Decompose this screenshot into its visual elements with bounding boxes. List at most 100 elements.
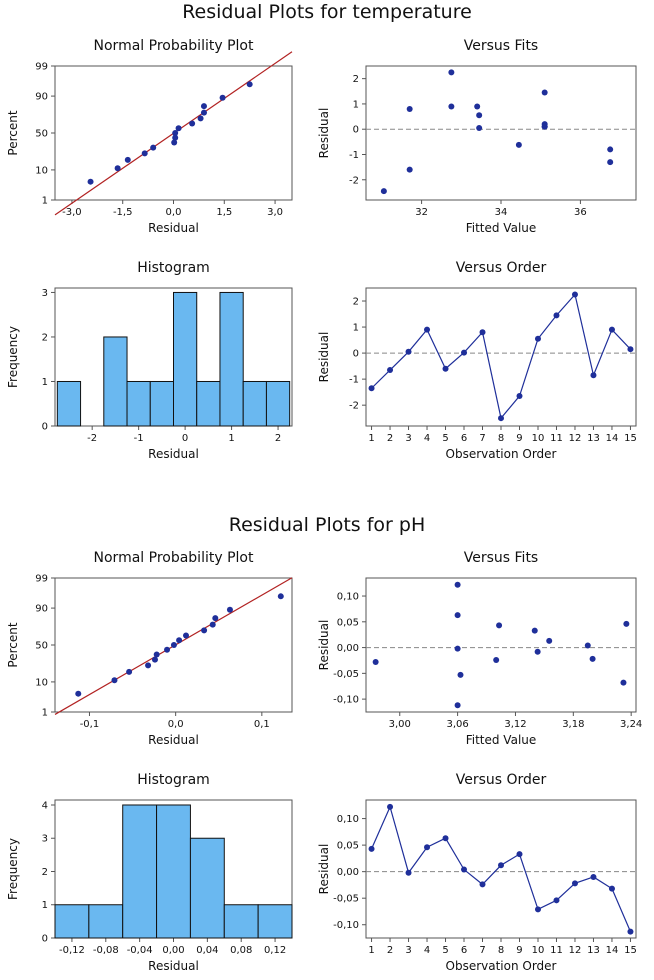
versus-order-ph-point <box>387 803 394 810</box>
histogram-ph-ytick-label: 3 <box>42 834 48 845</box>
versus-order-ph-title: Versus Order <box>456 772 547 788</box>
versus-order-temp-xtick-label: 8 <box>498 433 504 444</box>
versus-order-ph-xtick-label: 8 <box>498 945 504 956</box>
versus-fits-ph-ytick-label: 0,10 <box>337 592 359 603</box>
normal-probability-temp-point <box>246 81 253 88</box>
histogram-temp-xtick-label: -1 <box>134 433 144 444</box>
normal-probability-temp-ytick-label: 10 <box>35 165 48 176</box>
versus-order-ph-xtick-label: 15 <box>624 945 637 956</box>
versus-order-ph-point <box>571 880 578 887</box>
normal-probability-temp-point <box>114 165 121 172</box>
versus-fits-temp-point <box>607 146 614 153</box>
histogram-temp-bar <box>103 336 128 427</box>
versus-order-temp-point <box>461 349 468 356</box>
normal-probability-temp-point <box>197 115 204 122</box>
normal-probability-ph-point <box>153 651 160 658</box>
versus-fits-ph-xlabel: Fitted Value <box>466 733 537 747</box>
normal-probability-temp-point <box>141 150 148 157</box>
versus-fits-temp-point <box>448 69 455 76</box>
versus-fits-temp-xlabel: Fitted Value <box>466 221 537 235</box>
versus-order-ph-point <box>479 881 486 888</box>
versus-fits-temp-point <box>541 123 548 130</box>
histogram-ph-ytick-label: 4 <box>42 800 48 811</box>
versus-fits-temp-xtick-label: 36 <box>574 207 587 218</box>
versus-order-ph-ytick-label: 0,05 <box>337 841 359 852</box>
versus-fits-temp-xtick-label: 32 <box>415 207 428 218</box>
versus-fits-ph-point <box>454 581 461 588</box>
versus-order-ph-ytick-label: -0,10 <box>333 920 359 931</box>
versus-order-ph-series-line <box>370 805 632 932</box>
histogram-temp-xlabel: Residual <box>148 447 199 461</box>
versus-order-ph-xtick-label: 6 <box>461 945 467 956</box>
histogram-temp-xtick-label: 1 <box>228 433 234 444</box>
versus-fits-ph-point <box>454 612 461 619</box>
normal-probability-ph-ytick-label: 99 <box>35 574 48 585</box>
versus-order-temp-point <box>405 348 412 355</box>
versus-fits-ph-point <box>457 671 464 678</box>
versus-order-ph-xtick-label: 1 <box>368 945 374 956</box>
versus-order-ph-point <box>608 885 615 892</box>
versus-order-temp-ytick-label: -2 <box>349 401 359 412</box>
versus-fits-ph-title: Versus Fits <box>464 550 538 566</box>
normal-probability-temp-ytick-label: 99 <box>35 62 48 73</box>
histogram-ph-bar <box>257 904 293 939</box>
versus-fits-temp-ytick-label: -1 <box>349 150 359 161</box>
versus-fits-temp-point <box>607 159 614 166</box>
versus-order-temp-point <box>498 415 504 422</box>
normal-probability-temp-point <box>171 139 178 146</box>
versus-fits-temp-point <box>476 112 483 119</box>
normal-probability-ph-xtick-label: -0,1 <box>80 719 100 730</box>
normal-probability-temp-point <box>219 94 226 101</box>
versus-order-temp-title: Versus Order <box>456 260 547 276</box>
histogram-ph-xtick-label: 0,08 <box>230 945 252 956</box>
versus-fits-temp-point <box>515 141 522 148</box>
versus-order-temp-point <box>627 346 634 353</box>
versus-order-ph-xtick-label: 7 <box>479 945 485 956</box>
versus-order-temp-xtick-label: 7 <box>479 433 485 444</box>
versus-fits-ph-point <box>620 679 627 686</box>
histogram-temp-ytick-label: 0 <box>42 422 48 433</box>
versus-order-temp-point <box>424 326 431 333</box>
versus-order-temp-ylabel: Residual <box>317 332 331 383</box>
normal-probability-temp-xtick-label: 1,5 <box>216 207 232 218</box>
versus-order-ph-ylabel: Residual <box>317 844 331 895</box>
versus-fits-temp-point <box>474 103 481 110</box>
normal-probability-temp-point <box>172 134 179 141</box>
normal-probability-ph-point <box>151 656 158 663</box>
normal-probability-ph-point <box>212 615 219 622</box>
normal-probability-ph-point <box>176 637 183 644</box>
normal-probability-ph-point <box>182 632 189 639</box>
versus-order-ph-xtick-label: 2 <box>387 945 393 956</box>
versus-order-ph-xtick-label: 11 <box>550 945 563 956</box>
normal-probability-ph-ytick-label: 10 <box>35 677 48 688</box>
versus-order-ph-xtick-label: 9 <box>516 945 522 956</box>
histogram-temp-xtick-label: -2 <box>87 433 97 444</box>
versus-order-temp-xtick-label: 6 <box>461 433 467 444</box>
versus-fits-temp-ylabel: Residual <box>317 108 331 159</box>
normal-probability-ph-title: Normal Probability Plot <box>94 550 254 566</box>
normal-probability-ph-point <box>170 642 177 648</box>
normal-probability-temp-point <box>189 120 196 127</box>
versus-fits-ph-frame <box>365 577 637 713</box>
versus-order-temp-point <box>590 372 597 379</box>
histogram-temp-ytick-label: 1 <box>42 377 48 388</box>
versus-order-ph-ytick-label: 0,10 <box>337 814 359 825</box>
histogram-ph-xtick-label: -0,04 <box>127 945 153 956</box>
versus-fits-temp-ytick-label: 0 <box>353 125 359 136</box>
versus-order-temp-xtick-label: 4 <box>424 433 430 444</box>
versus-fits-ph-xtick-label: 3,24 <box>620 719 642 730</box>
versus-fits-ph-ylabel: Residual <box>317 620 331 671</box>
versus-order-temp-xtick-label: 13 <box>587 433 600 444</box>
versus-order-temp-point <box>479 329 486 336</box>
versus-order-temp-point <box>442 365 449 372</box>
versus-order-ph-point <box>534 906 541 913</box>
histogram-temp-bar <box>196 380 221 427</box>
versus-order-ph-xtick-label: 10 <box>532 945 545 956</box>
histogram-ph-ytick-label: 0 <box>42 934 48 945</box>
versus-order-temp-point <box>368 385 375 392</box>
versus-fits-ph-point <box>584 642 591 649</box>
normal-probability-ph-point <box>226 606 233 613</box>
histogram-ph-ytick-label: 2 <box>42 867 48 878</box>
versus-fits-temp-xtick-label: 34 <box>495 207 508 218</box>
